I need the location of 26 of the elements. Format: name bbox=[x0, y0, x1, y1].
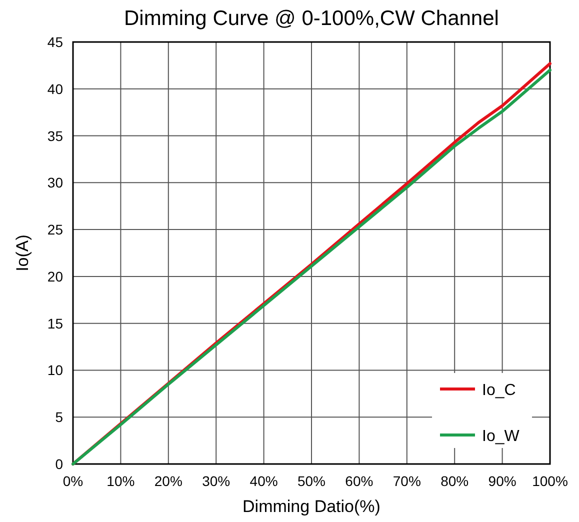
chart-title: Dimming Curve @ 0-100%,CW Channel bbox=[124, 7, 499, 30]
y-axis-title: Io(A) bbox=[13, 234, 32, 272]
x-tick-label: 90% bbox=[488, 473, 516, 489]
x-tick-label: 50% bbox=[297, 473, 326, 489]
x-tick-label: 20% bbox=[154, 473, 182, 489]
x-tick-label: 100% bbox=[532, 473, 568, 489]
y-tick-label: 20 bbox=[47, 268, 64, 284]
y-tick-label: 10 bbox=[47, 362, 64, 378]
x-tick-label: 70% bbox=[392, 473, 421, 489]
x-tick-label: 60% bbox=[345, 473, 374, 489]
y-tick-label: 25 bbox=[47, 222, 64, 238]
y-tick-label: 40 bbox=[47, 80, 64, 97]
legend-label: Io_W bbox=[482, 428, 520, 445]
y-tick-label: 35 bbox=[47, 128, 64, 144]
y-tick-label: 45 bbox=[47, 34, 64, 50]
x-tick-label: 10% bbox=[106, 473, 135, 489]
x-axis-title: Dimming Datio(%) bbox=[242, 497, 380, 516]
x-tick-label: 80% bbox=[440, 473, 469, 489]
x-tick-label: 30% bbox=[202, 473, 230, 489]
y-tick-label: 30 bbox=[47, 174, 64, 191]
y-tick-label: 0 bbox=[55, 456, 64, 472]
y-tick-label: 5 bbox=[55, 409, 64, 426]
y-tick-label: 15 bbox=[47, 315, 64, 332]
x-tick-label: 40% bbox=[250, 473, 278, 489]
x-tick-label: 0% bbox=[62, 473, 84, 489]
legend-label: Io_C bbox=[482, 382, 516, 399]
